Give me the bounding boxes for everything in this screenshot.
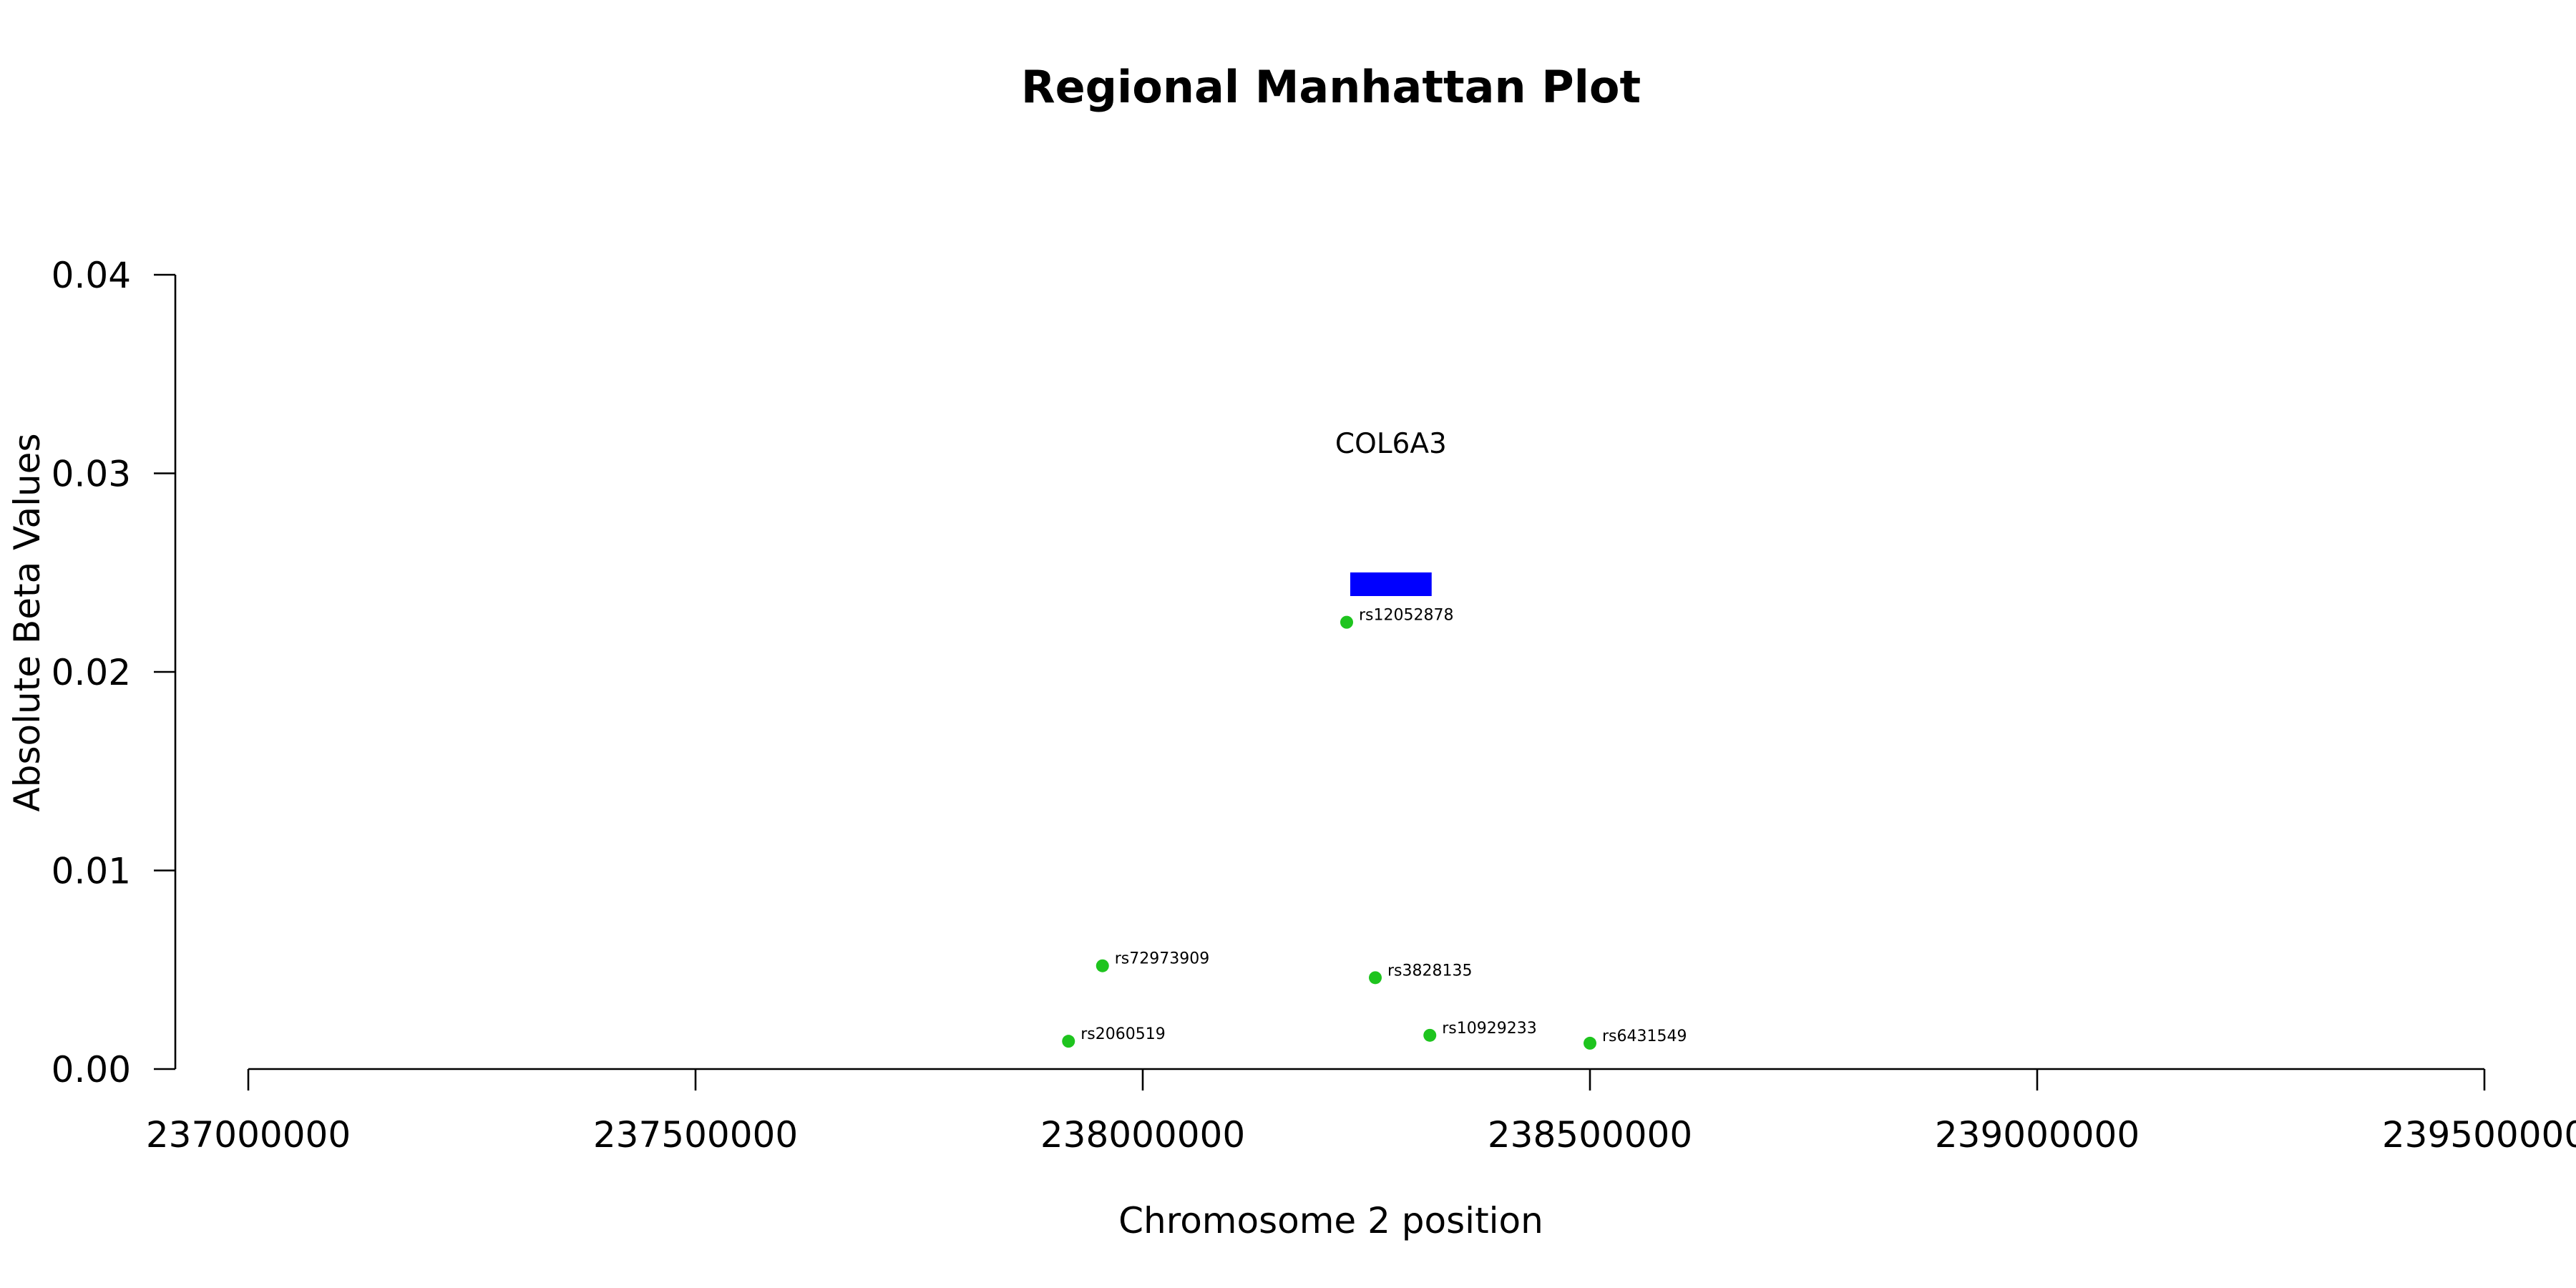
snp-label: rs6431549 (1602, 1028, 1687, 1045)
gene-bar (1350, 572, 1432, 596)
y-tick-label: 0.04 (52, 255, 131, 296)
y-tick-label: 0.03 (52, 454, 131, 495)
snp-point (1096, 959, 1109, 972)
snp-label: rs2060519 (1080, 1025, 1166, 1043)
y-axis: 0.00 0.01 0.02 0.03 0.04 (52, 255, 177, 1091)
x-tick-label: 238500000 (1488, 1114, 1692, 1156)
x-tick-label: 239000000 (1935, 1114, 2140, 1156)
snp-label: rs10929233 (1442, 1020, 1536, 1038)
x-tick-label: 239500000 (2382, 1114, 2576, 1156)
x-axis-label: Chromosome 2 position (1118, 1200, 1543, 1241)
snp-label: rs72973909 (1115, 950, 1209, 968)
x-tick-label: 237500000 (593, 1114, 798, 1156)
x-tick-label: 237000000 (146, 1114, 351, 1156)
y-tick-label: 0.02 (52, 652, 131, 693)
snp-point (1584, 1036, 1596, 1050)
gene-track: COL6A3 (1335, 428, 1447, 596)
snp-points: rs12052878 rs72973909 rs3828135 rs2060519 rs… (1062, 607, 1687, 1050)
y-tick-label: 0.00 (52, 1049, 131, 1091)
snp-point (1369, 971, 1382, 985)
snp-point (1062, 1035, 1075, 1048)
snp-label: rs12052878 (1359, 607, 1453, 625)
x-tick-label: 238000000 (1040, 1114, 1245, 1156)
gene-label: COL6A3 (1335, 428, 1447, 460)
chart-title: Regional Manhattan Plot (1021, 61, 1641, 113)
y-axis-label: Absolute Beta Values (6, 434, 48, 812)
x-axis: 237000000 237500000 238000000 238500000 2390… (146, 1068, 2576, 1156)
snp-label: rs3828135 (1387, 962, 1473, 980)
snp-point (1423, 1028, 1437, 1042)
y-tick-label: 0.01 (52, 851, 131, 892)
snp-point (1340, 615, 1353, 629)
